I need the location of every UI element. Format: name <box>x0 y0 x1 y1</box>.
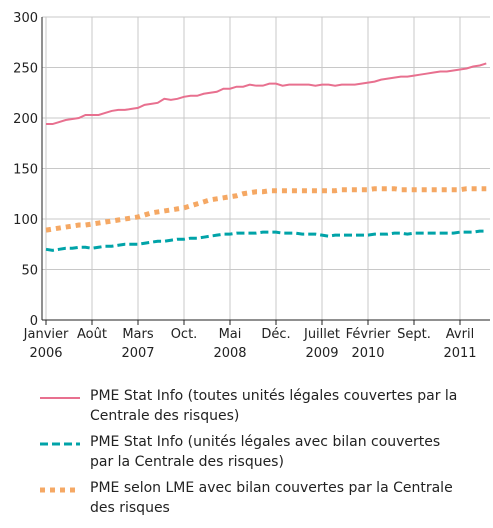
legend-label: PME Stat Info (unités légales avec bilan… <box>90 434 441 470</box>
series-line <box>45 229 487 252</box>
x-year-label: 2011 <box>443 346 476 361</box>
x-year-label: 2006 <box>29 346 62 361</box>
legend-item: PME Stat Info (toutes unités légales cou… <box>40 386 480 426</box>
series-line <box>46 62 487 126</box>
x-tick-label: Mai <box>219 327 242 342</box>
x-tick-label: Juillet <box>303 327 340 342</box>
y-tick-label: 150 <box>13 163 38 178</box>
x-tick-label: Sept. <box>397 327 431 342</box>
x-tick-label: Déc. <box>261 327 290 342</box>
x-tick-label: Août <box>77 327 107 342</box>
x-year-label: 2007 <box>121 346 154 361</box>
x-tick-label: Oct. <box>171 327 198 342</box>
y-tick-label: 250 <box>13 62 38 77</box>
y-tick-label: 0 <box>30 314 38 329</box>
legend-item: PME Stat Info (unités légales avec bilan… <box>40 432 480 472</box>
legend-swatch <box>40 487 80 493</box>
legend-swatch <box>40 442 80 446</box>
series-line <box>45 186 487 233</box>
y-tick-label: 300 <box>13 11 38 26</box>
x-year-label: 2009 <box>305 346 338 361</box>
y-tick-label: 100 <box>13 213 38 228</box>
chart: 0 50 100 150 200 250 300 Janvier Août Mars Oct. Mai… <box>13 11 490 361</box>
y-tick-label: 200 <box>13 112 38 127</box>
x-tick-label: Mars <box>122 327 154 342</box>
legend: PME Stat Info (toutes unités légales cou… <box>40 386 480 524</box>
legend-label: PME selon LME avec bilan couvertes par l… <box>90 480 453 516</box>
x-year-label: 2008 <box>213 346 246 361</box>
x-year-label: 2010 <box>351 346 384 361</box>
legend-swatch <box>40 397 80 399</box>
x-tick-label: Avril <box>446 327 474 342</box>
x-tick-label: Janvier <box>23 327 69 342</box>
y-tick-label: 50 <box>21 264 38 279</box>
legend-label: PME Stat Info (toutes unités légales cou… <box>90 388 458 424</box>
legend-item: PME selon LME avec bilan couvertes par l… <box>40 478 480 518</box>
x-tick-label: Février <box>346 327 391 342</box>
